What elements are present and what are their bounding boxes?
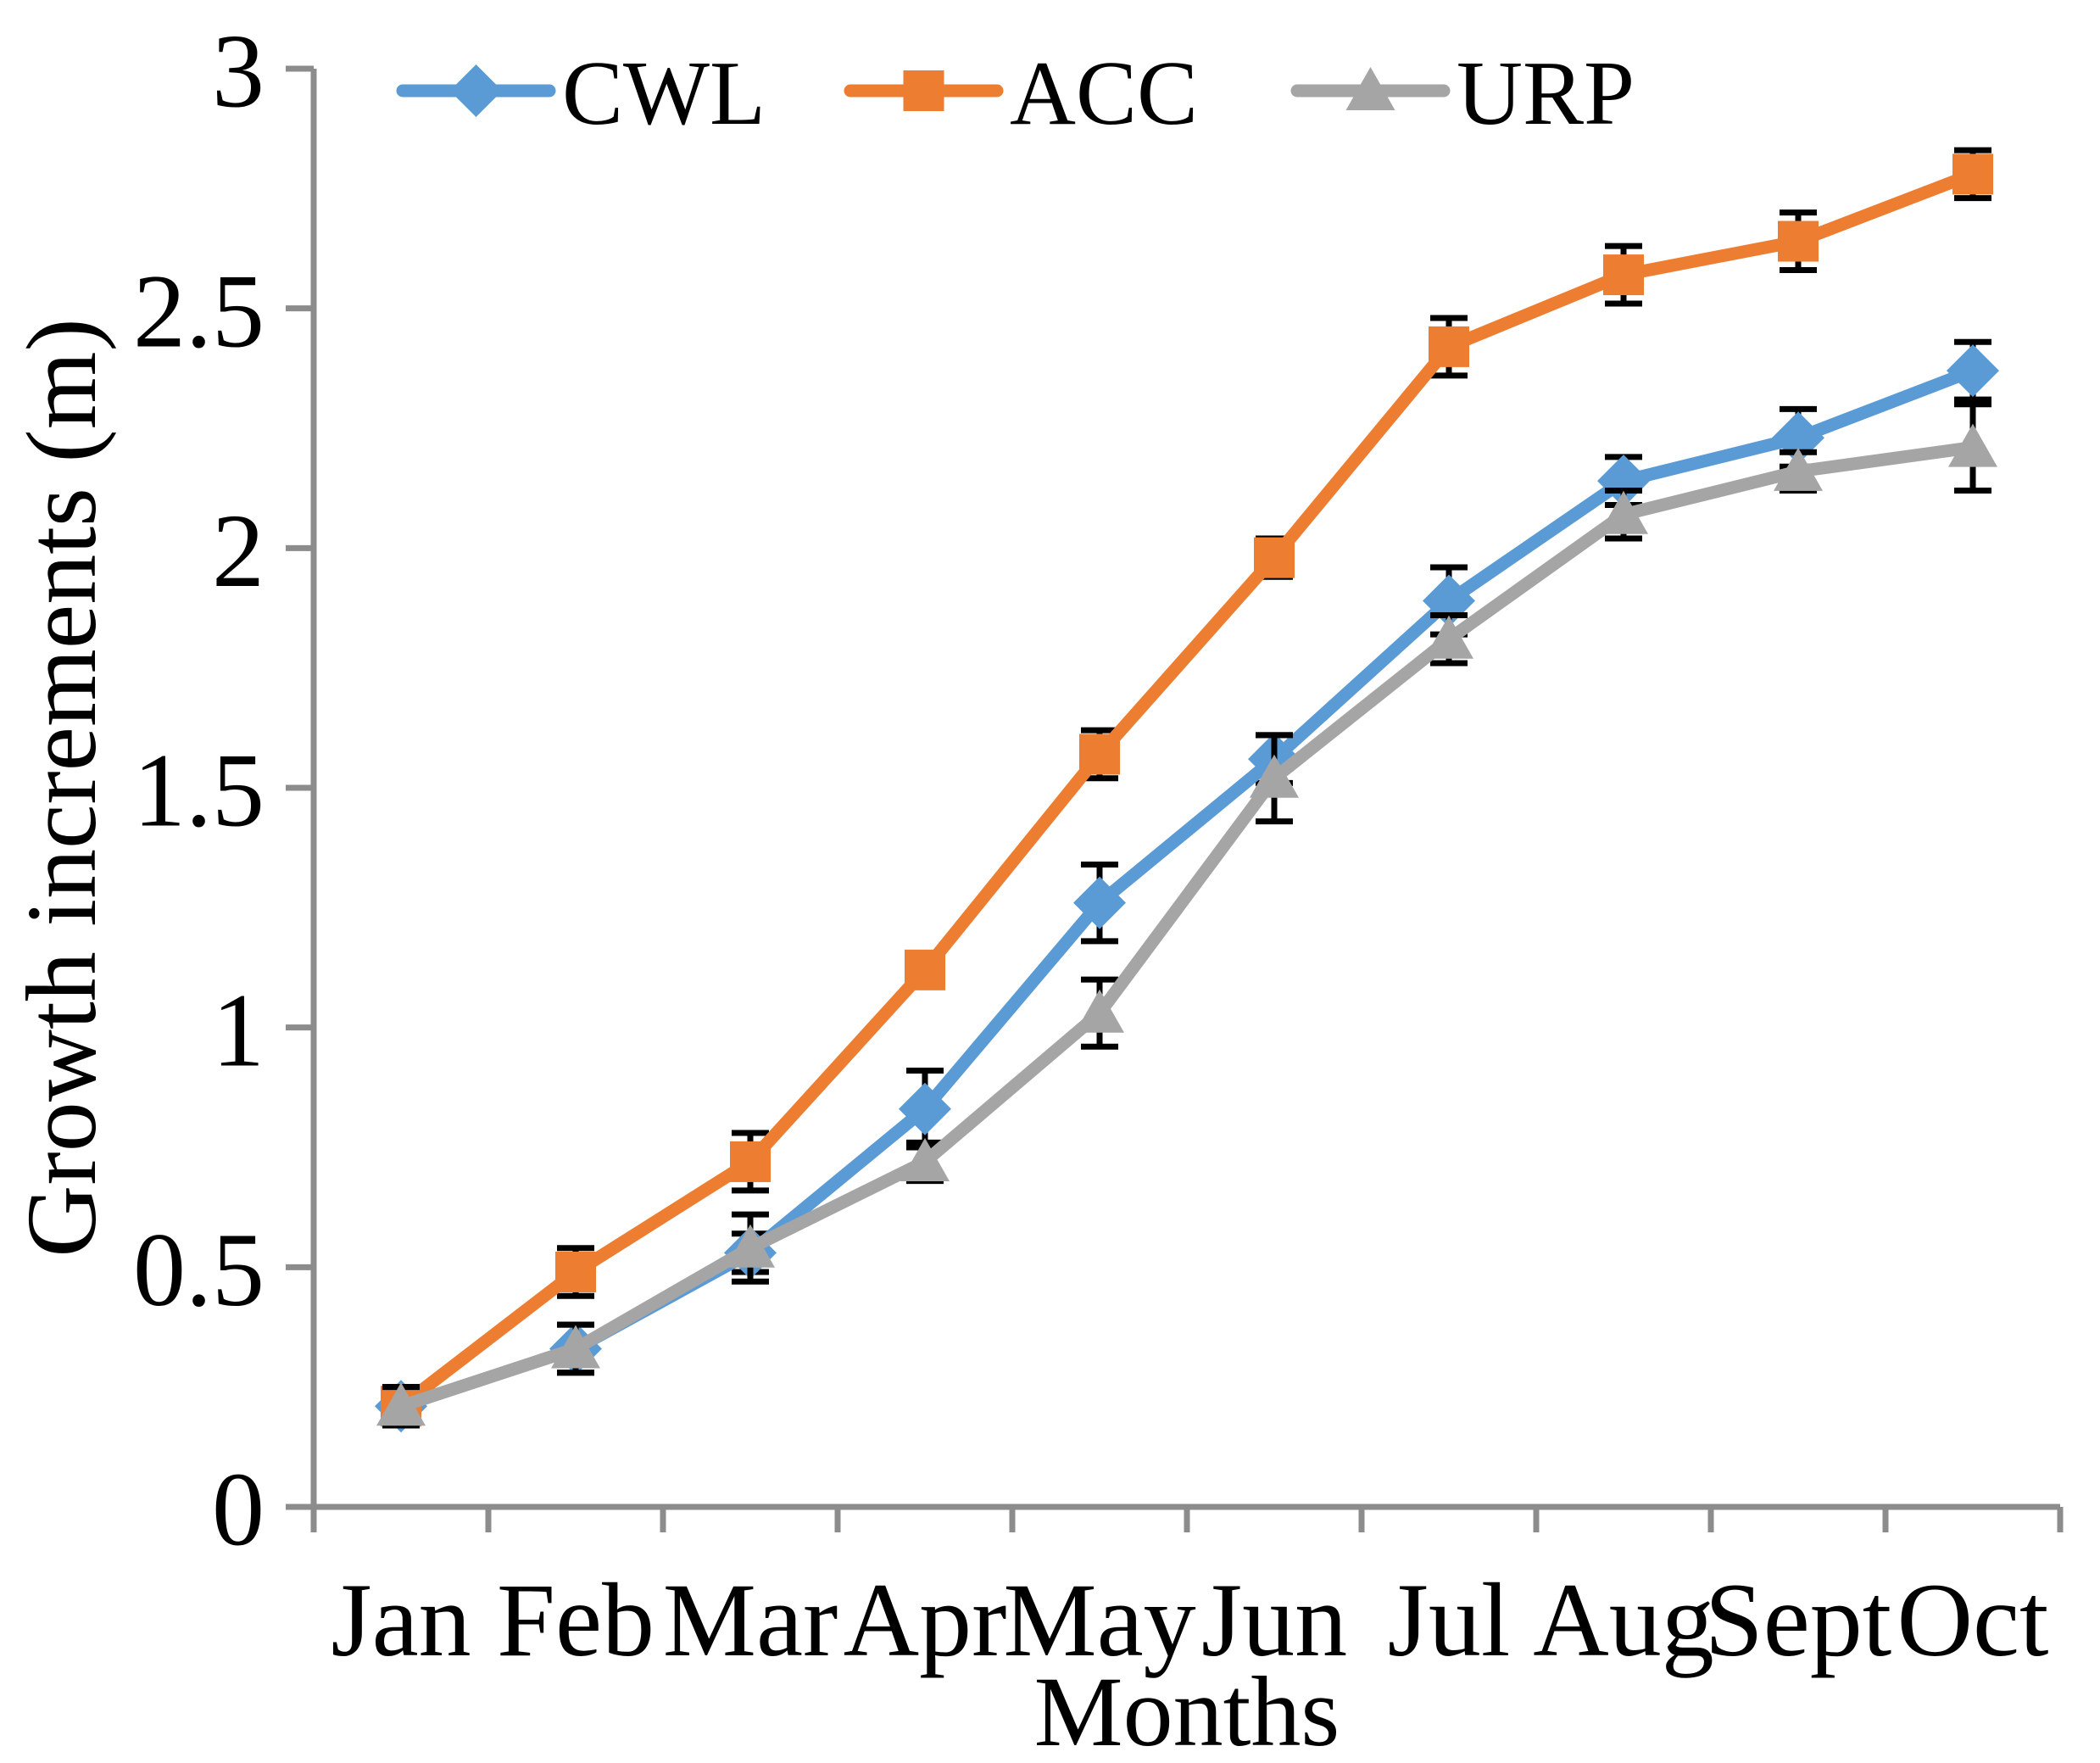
cwl-point-oct <box>1947 344 1999 398</box>
x-tick-label: Oct <box>1897 1562 2048 1678</box>
legend: CWL ACC URP <box>396 43 1635 144</box>
series-layer <box>375 147 1999 1433</box>
legend-label-urp: URP <box>1457 43 1635 144</box>
x-tick-label: Jun <box>1201 1562 1347 1678</box>
acc-point-aug <box>1603 254 1644 296</box>
x-tick-label: Sept <box>1705 1562 1891 1678</box>
urp-point-may <box>1075 989 1124 1033</box>
legend-label-cwl: CWL <box>562 43 766 144</box>
x-tick-label: Aug <box>1533 1562 1714 1678</box>
y-tick-label: 0.5 <box>133 1212 265 1328</box>
y-axis-title: Growth increments (m) <box>6 318 117 1258</box>
x-tick-label: Feb <box>497 1562 655 1678</box>
urp-point-sept <box>1774 447 1823 491</box>
urp-point-aug <box>1599 490 1648 534</box>
legend-marker-diamond <box>449 64 503 117</box>
series-urp <box>376 401 1997 1429</box>
acc-point-jun <box>1254 537 1295 578</box>
y-tick-label: 0 <box>212 1452 265 1568</box>
cwl-point-apr <box>899 1082 951 1135</box>
acc-point-sept <box>1778 220 1819 262</box>
acc-point-oct <box>1952 153 1993 195</box>
urp-point-feb <box>551 1325 600 1369</box>
legend-item-cwl: CWL <box>396 43 766 144</box>
legend-marker-square <box>903 70 944 111</box>
y-tick-label: 2.5 <box>133 253 265 369</box>
acc-point-mar <box>730 1141 771 1182</box>
urp-point-oct <box>1948 423 1997 467</box>
urp-point-mar <box>726 1224 775 1268</box>
x-tick-label: Jul <box>1388 1562 1511 1678</box>
x-tick-label: May <box>1003 1562 1195 1678</box>
series-line-acc <box>394 167 1980 1413</box>
y-tick-label: 3 <box>212 14 265 130</box>
urp-point-jan <box>376 1382 426 1426</box>
x-tick-label: Jan <box>331 1562 471 1678</box>
acc-point-may <box>1079 734 1120 775</box>
legend-label-acc: ACC <box>1010 43 1198 144</box>
urp-point-apr <box>900 1137 950 1181</box>
acc-point-apr <box>905 949 945 990</box>
legend-marker-triangle <box>1345 67 1395 110</box>
y-tick-label: 2 <box>212 493 265 609</box>
x-axis-title: Months <box>1034 1656 1340 1763</box>
acc-point-jul <box>1429 326 1469 367</box>
y-tick-label: 1.5 <box>133 733 265 849</box>
x-tick-label: Mar <box>663 1562 838 1678</box>
y-axis: 0 0.5 1 1.5 2 2.5 3 <box>133 14 317 1568</box>
urp-point-jul <box>1424 615 1473 659</box>
legend-item-urp: URP <box>1290 43 1635 144</box>
cwl-point-aug <box>1597 455 1650 508</box>
cwl-point-may <box>1073 876 1126 929</box>
acc-point-feb <box>555 1251 596 1292</box>
series-acc <box>381 147 1993 1429</box>
x-tick-label: Apr <box>844 1562 1007 1678</box>
y-tick-label: 1 <box>212 972 265 1088</box>
legend-item-acc: ACC <box>844 43 1198 144</box>
urp-point-jun <box>1250 754 1299 798</box>
series-line-urp <box>394 441 1980 1413</box>
